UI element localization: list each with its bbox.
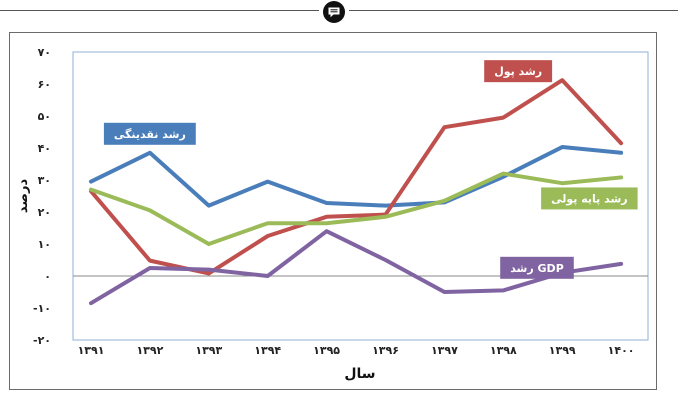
y-tick-label: ۵۰ [38, 110, 51, 123]
x-tick-label: ۱۳۹۱ [78, 344, 105, 357]
x-tick-label: ۱۳۹۹ [549, 344, 576, 357]
x-tick-label: ۱۳۹۸ [490, 344, 517, 357]
series-line-3 [89, 229, 624, 306]
plot-area [72, 51, 649, 341]
series-label-box [541, 187, 638, 210]
x-tick-label: ۱۳۹۲ [136, 344, 163, 357]
x-tick-label: ۱۳۹۴ [254, 344, 281, 357]
series-line-0 [89, 145, 624, 208]
chart-frame [9, 32, 657, 390]
series-label-box [484, 60, 553, 83]
y-tick-label: ۰ [44, 270, 51, 283]
series-label-box [500, 256, 574, 279]
series-line-2 [89, 171, 624, 246]
x-tick-label: ۱۳۹۷ [431, 344, 458, 357]
series-label-text: رشد نقدینگی [114, 128, 186, 141]
y-tick-label: ۴۰ [38, 142, 51, 155]
series-label-2: رشد پایه پولی [541, 187, 638, 210]
comment-badge[interactable] [319, 0, 349, 24]
y-axis-title: درصد [16, 179, 31, 214]
series-label-text: رشد پایه پولی [551, 192, 628, 205]
x-tick-label: ۱۳۹۳ [195, 344, 222, 357]
y-tick-label: ۳۰ [38, 174, 51, 187]
y-tick-label: -۱۰ [33, 302, 51, 315]
x-tick-label: ۱۴۰۰ [608, 344, 635, 357]
y-tick-label: ۲۰ [38, 206, 51, 219]
series-label-3: رشد GDP [500, 256, 574, 279]
series-label-1: رشد پول [484, 60, 553, 83]
x-axis-title: سال [344, 366, 375, 382]
y-tick-label: ۱۰ [38, 238, 51, 251]
series-label-box [103, 122, 196, 145]
series-label-text: رشد پول [494, 65, 542, 78]
series-label-0: رشد نقدینگی [103, 122, 196, 145]
series-label-text: رشد GDP [510, 262, 564, 275]
x-tick-label: ۱۳۹۶ [372, 344, 399, 357]
y-tick-label: ۶۰ [38, 78, 51, 91]
y-tick-label: -۲۰ [33, 334, 51, 347]
x-tick-label: ۱۳۹۵ [313, 344, 340, 357]
comment-icon [323, 1, 345, 23]
y-tick-label: ۷۰ [38, 46, 51, 59]
line-chart: -۲۰ -۱۰ ۰ ۱۰ ۲۰ ۳۰ ۴۰ ۵۰ ۶۰ ۷۰ ۱۳۹۱ ۱۳۹۲ ۱۳۹۳ ۱۳۹۴ ۱۳… [16, 46, 649, 382]
